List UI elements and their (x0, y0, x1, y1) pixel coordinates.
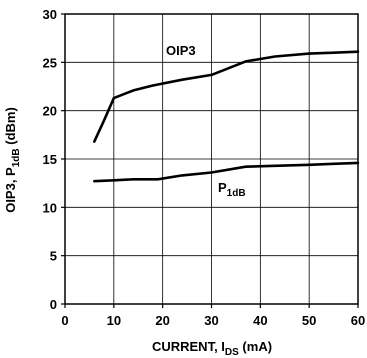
y-tick-label: 20 (43, 104, 57, 119)
x-tick-label: 0 (61, 313, 68, 328)
y-tick-label: 5 (50, 249, 57, 264)
y-tick-label: 30 (43, 7, 57, 22)
x-tick-label: 30 (204, 313, 218, 328)
x-tick-label: 10 (107, 313, 121, 328)
y-tick-label: 25 (43, 55, 57, 70)
x-tick-label: 60 (351, 313, 365, 328)
x-tick-labels: 0 10 20 30 40 50 60 (61, 313, 365, 328)
series-label-oip3: OIP3 (166, 43, 196, 58)
x-tick-label: 40 (253, 313, 267, 328)
series-lines (93, 50, 360, 183)
x-tick-label: 50 (302, 313, 316, 328)
y-tick-label: 15 (43, 152, 57, 167)
y-tick-label: 10 (43, 200, 57, 215)
y-axis-title: OIP3, P1dB (dBm) (3, 107, 22, 213)
y-tick-label: 0 (50, 297, 57, 312)
series-label-p1db: P1dB (218, 180, 246, 199)
tick-marks (61, 13, 359, 308)
grid-lines (65, 14, 358, 304)
x-axis-title: CURRENT, IDS (mA) (152, 339, 272, 358)
series-line-oip3 (93, 50, 360, 143)
y-tick-labels: 0 5 10 15 20 25 30 (43, 7, 57, 312)
x-tick-label: 20 (155, 313, 169, 328)
series-line-p1db (93, 161, 360, 183)
